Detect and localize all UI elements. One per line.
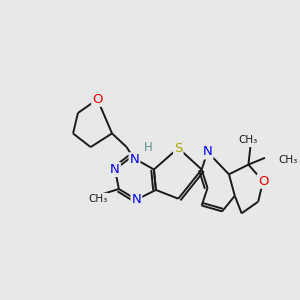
Text: N: N [130, 153, 139, 166]
Text: N: N [131, 193, 141, 206]
Text: O: O [258, 175, 268, 188]
Text: O: O [92, 93, 103, 106]
Text: CH₃: CH₃ [239, 135, 258, 145]
Text: N: N [110, 163, 120, 176]
Text: H: H [144, 141, 152, 154]
Text: CH₃: CH₃ [279, 155, 298, 165]
Text: N: N [202, 146, 212, 158]
Text: CH₃: CH₃ [89, 194, 108, 204]
Text: S: S [174, 142, 182, 154]
